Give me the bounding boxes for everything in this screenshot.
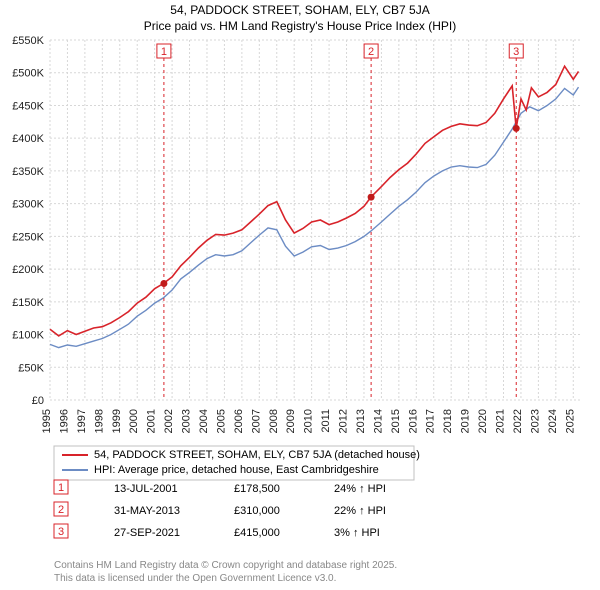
xtick-label: 2001 (146, 409, 158, 433)
table-date: 13-JUL-2001 (114, 483, 178, 495)
xtick-label: 1995 (41, 409, 53, 433)
xtick-label: 1999 (111, 409, 123, 433)
xtick-label: 1996 (58, 409, 70, 433)
xtick-label: 2013 (355, 409, 367, 433)
ytick-label: £400K (12, 133, 44, 145)
xtick-label: 2009 (285, 409, 297, 433)
xtick-label: 2021 (495, 409, 507, 433)
table-price: £415,000 (234, 527, 280, 539)
ytick-label: £250K (12, 231, 44, 243)
attribution-line2: This data is licensed under the Open Gov… (54, 573, 336, 584)
xtick-label: 2014 (372, 409, 384, 433)
legend-label: 54, PADDOCK STREET, SOHAM, ELY, CB7 5JA … (94, 449, 420, 461)
ytick-label: £200K (12, 264, 44, 276)
attribution-line1: Contains HM Land Registry data © Crown c… (54, 560, 397, 571)
xtick-label: 2024 (547, 409, 559, 433)
table-delta: 22% ↑ HPI (334, 505, 386, 517)
xtick-label: 2019 (460, 409, 472, 433)
event-number: 1 (161, 46, 167, 58)
xtick-label: 2007 (250, 409, 262, 433)
ytick-label: £300K (12, 199, 44, 211)
ytick-label: £550K (12, 35, 44, 47)
table-date: 27-SEP-2021 (114, 527, 180, 539)
xtick-label: 2005 (215, 409, 227, 433)
table-date: 31-MAY-2013 (114, 505, 180, 517)
chart-title: 54, PADDOCK STREET, SOHAM, ELY, CB7 5JA (170, 3, 429, 17)
table-event-num: 1 (58, 482, 64, 494)
event-marker (368, 194, 375, 201)
xtick-label: 2004 (198, 409, 210, 433)
xtick-label: 2023 (529, 409, 541, 433)
ytick-label: £500K (12, 68, 44, 80)
xtick-label: 2002 (163, 409, 175, 433)
ytick-label: £0 (32, 395, 44, 407)
chart-subtitle: Price paid vs. HM Land Registry's House … (144, 19, 456, 33)
event-marker (160, 280, 167, 287)
xtick-label: 2000 (128, 409, 140, 433)
legend-label: HPI: Average price, detached house, East… (94, 464, 379, 476)
xtick-label: 2020 (477, 409, 489, 433)
table-delta: 3% ↑ HPI (334, 527, 380, 539)
table-event-num: 2 (58, 504, 64, 516)
event-marker (513, 125, 520, 132)
xtick-label: 2008 (268, 409, 280, 433)
ytick-label: £150K (12, 297, 44, 309)
table-event-num: 3 (58, 526, 64, 538)
event-number: 2 (368, 46, 374, 58)
ytick-label: £450K (12, 100, 44, 112)
table-price: £178,500 (234, 483, 280, 495)
event-number: 3 (513, 46, 519, 58)
ytick-label: £350K (12, 166, 44, 178)
series-line (50, 66, 579, 336)
price-chart: 54, PADDOCK STREET, SOHAM, ELY, CB7 5JA P… (0, 0, 600, 590)
xtick-label: 2025 (564, 409, 576, 433)
xtick-label: 1997 (76, 409, 88, 433)
series-line (50, 87, 579, 348)
xtick-label: 2017 (425, 409, 437, 433)
ytick-label: £50K (18, 362, 44, 374)
xtick-label: 2018 (442, 409, 454, 433)
xtick-label: 2022 (512, 409, 524, 433)
table-price: £310,000 (234, 505, 280, 517)
ytick-label: £100K (12, 330, 44, 342)
xtick-label: 2012 (338, 409, 350, 433)
xtick-label: 2016 (407, 409, 419, 433)
xtick-label: 2006 (233, 409, 245, 433)
xtick-label: 2015 (390, 409, 402, 433)
xtick-label: 2010 (303, 409, 315, 433)
xtick-label: 2011 (320, 409, 332, 433)
xtick-label: 1998 (93, 409, 105, 433)
table-delta: 24% ↑ HPI (334, 483, 386, 495)
xtick-label: 2003 (181, 409, 193, 433)
